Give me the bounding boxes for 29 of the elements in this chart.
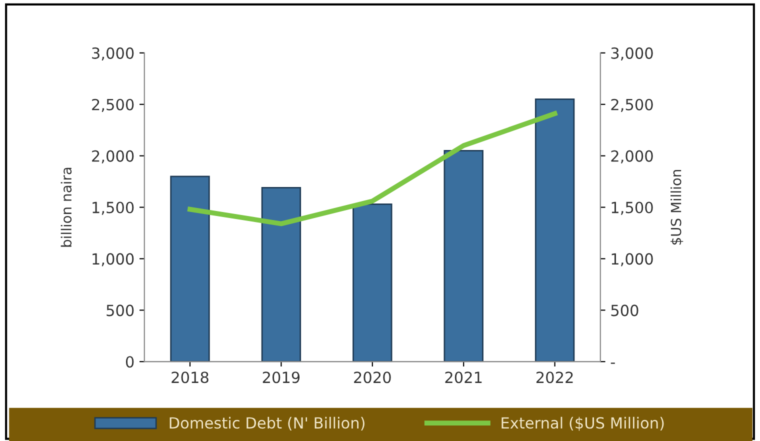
x-tick-label: 2022 bbox=[536, 372, 573, 384]
x-tick-label: 2018 bbox=[172, 372, 208, 384]
y-tick-label: 500 bbox=[106, 304, 134, 316]
legend-label: Domestic Debt (N' Billion) bbox=[170, 416, 364, 430]
y-axis-title: billion naira bbox=[60, 168, 72, 247]
bar bbox=[261, 187, 302, 362]
y-tick-label: 1,500 bbox=[92, 202, 134, 215]
x-tick-label: 2019 bbox=[262, 372, 300, 384]
y2-tick-label: 1,000 bbox=[612, 253, 653, 266]
x-tick-label: 2020 bbox=[354, 372, 391, 384]
y-tick-label: 2,000 bbox=[92, 150, 134, 164]
y-tick-label: 0 bbox=[126, 356, 134, 368]
y2-tick-label: - bbox=[610, 362, 615, 364]
y2-tick-label: 2,000 bbox=[611, 150, 653, 164]
y-tick-label: 1,000 bbox=[92, 253, 134, 266]
y2-tick-label: 1,500 bbox=[612, 202, 653, 215]
y2-axis-title: $US Million bbox=[670, 170, 684, 245]
line-series bbox=[188, 111, 558, 226]
y2-tick-label: 500 bbox=[611, 304, 638, 316]
legend-label: External ($US Million) bbox=[502, 416, 664, 431]
bar bbox=[444, 150, 484, 362]
bar bbox=[534, 98, 575, 362]
bar bbox=[352, 203, 392, 362]
y2-tick-label: 3,000 bbox=[611, 47, 653, 60]
bar bbox=[170, 176, 210, 362]
y-tick-label: 3,000 bbox=[92, 47, 134, 60]
y2-tick-label: 2,500 bbox=[611, 98, 653, 112]
y-tick-label: 2,500 bbox=[92, 98, 134, 112]
x-tick-label: 2021 bbox=[445, 372, 482, 384]
